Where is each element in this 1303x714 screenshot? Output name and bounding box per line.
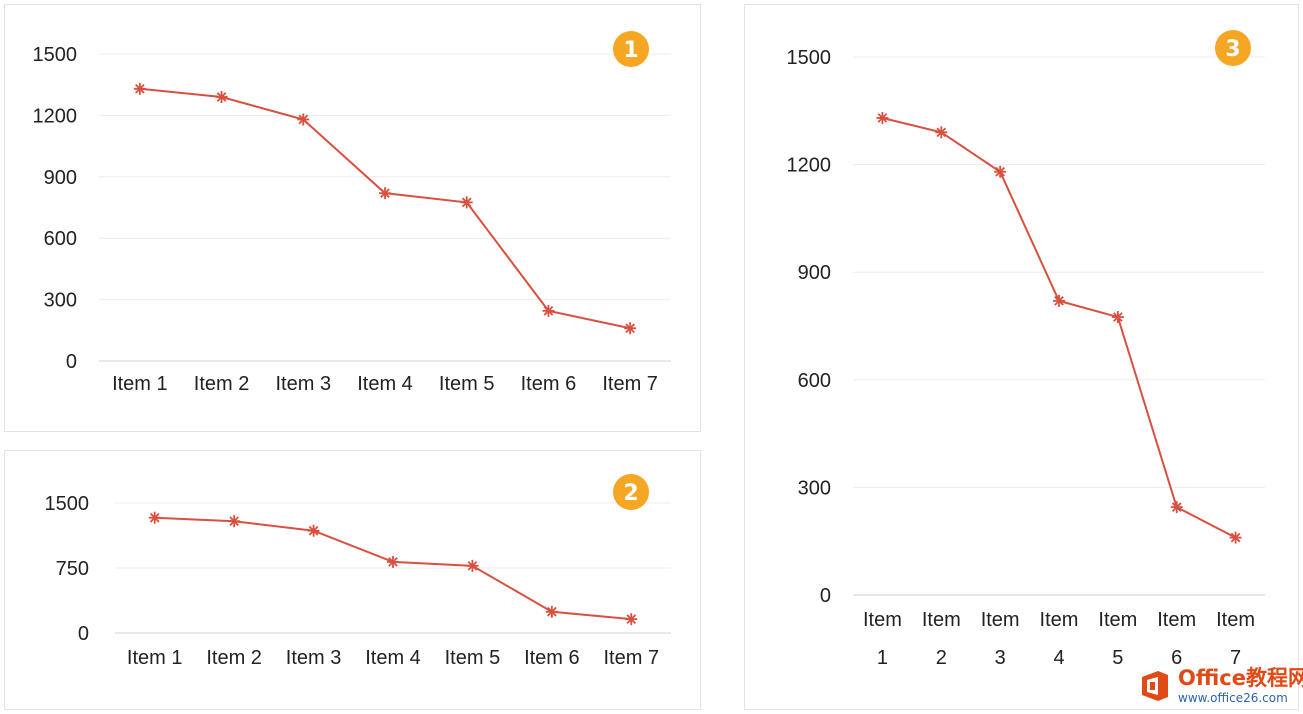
y-tick-label: 1500 xyxy=(45,493,90,515)
x-tick-label: Item 3 xyxy=(981,609,1020,669)
y-tick-label: 0 xyxy=(78,623,89,645)
chart-panel-1: 0 300 600 900 1200 1500 Item 1 Item 2 Item 3 Item… xyxy=(4,4,701,432)
data-point xyxy=(1229,531,1242,544)
x-tick-label: Item 4 xyxy=(1040,609,1079,669)
data-point xyxy=(466,559,479,572)
chart-panel-3: 0 300 600 900 1200 1500 Item 1 Item 2 Item 3 Item 4 It… xyxy=(744,4,1299,710)
x-tick-label: Item 1 xyxy=(112,373,168,395)
x-tick-label: Item 2 xyxy=(194,373,250,395)
data-point xyxy=(1053,294,1065,307)
data-point xyxy=(379,187,391,200)
x-tick-label: Item 5 xyxy=(439,373,495,395)
data-point xyxy=(1170,501,1183,514)
x-tick-label: Item 7 xyxy=(603,647,659,669)
svg-text:2: 2 xyxy=(623,481,638,506)
y-tick-label: 1200 xyxy=(33,105,78,127)
data-point xyxy=(387,555,399,568)
data-point xyxy=(935,126,948,139)
y-tick-label: 750 xyxy=(56,558,89,580)
watermark-url: www.office26.com xyxy=(1178,691,1288,705)
office-logo-icon xyxy=(1138,669,1172,703)
chart-panel-2: 0 750 1500 Item 1 Item 2 Item 3 Item 4 Item 5 It… xyxy=(4,450,701,710)
y-tick-label: 600 xyxy=(798,370,831,392)
data-point xyxy=(228,515,241,528)
data-point xyxy=(307,524,320,537)
y-tick-label: 900 xyxy=(798,262,831,284)
data-point xyxy=(545,605,558,618)
y-tick-label: 600 xyxy=(44,228,77,250)
data-point xyxy=(624,322,637,335)
x-tick-label: Item 2 xyxy=(922,609,961,669)
series-line xyxy=(139,87,631,330)
data-point xyxy=(542,304,555,317)
x-tick-label: Item 7 xyxy=(602,373,658,395)
x-tick-label: Item 3 xyxy=(286,647,342,669)
x-tick-label: Item 2 xyxy=(206,647,262,669)
x-tick-label: Item 5 xyxy=(445,647,501,669)
x-tick-label: Item 6 xyxy=(1157,609,1196,669)
svg-text:3: 3 xyxy=(1225,37,1240,62)
data-point xyxy=(460,196,473,209)
data-point xyxy=(133,82,146,95)
y-tick-label: 1500 xyxy=(33,44,78,66)
data-point xyxy=(625,613,638,626)
data-point xyxy=(148,511,161,524)
line-chart-2: 0 750 1500 Item 1 Item 2 Item 3 Item 4 Item 5 It… xyxy=(45,474,671,669)
data-point xyxy=(876,111,889,124)
line-chart-1: 0 300 600 900 1200 1500 Item 1 Item 2 Item 3 Item… xyxy=(33,31,671,395)
series-line xyxy=(882,117,1237,539)
chart-number-badge: 2 xyxy=(613,474,649,510)
y-tick-label: 0 xyxy=(66,351,77,373)
y-tick-label: 1200 xyxy=(787,155,832,177)
x-tick-label: Item 1 xyxy=(127,647,183,669)
chart-number-badge: 1 xyxy=(613,31,649,67)
data-point xyxy=(994,165,1007,178)
chart-number-badge: 3 xyxy=(1215,30,1251,66)
x-tick-label: Item 6 xyxy=(521,373,577,395)
y-tick-label: 300 xyxy=(798,477,831,499)
line-chart-3: 0 300 600 900 1200 1500 Item 1 Item 2 Item 3 Item 4 It… xyxy=(787,30,1265,669)
watermark-title: Office教程网 xyxy=(1178,666,1303,690)
x-tick-label: Item 5 xyxy=(1098,609,1137,669)
x-tick-label: Item 6 xyxy=(524,647,580,669)
data-point xyxy=(215,90,228,103)
data-point xyxy=(297,113,310,126)
svg-text:1: 1 xyxy=(623,38,638,63)
y-tick-label: 1500 xyxy=(787,47,832,69)
x-tick-label: Item 3 xyxy=(275,373,331,395)
data-point xyxy=(1111,311,1124,324)
watermark: Office教程网 www.office26.com xyxy=(1138,664,1303,708)
y-tick-label: 900 xyxy=(44,167,77,189)
x-tick-label: Item 1 xyxy=(863,609,902,669)
y-tick-label: 0 xyxy=(820,585,831,607)
y-tick-label: 300 xyxy=(44,290,77,312)
x-tick-label: Item 7 xyxy=(1216,609,1255,669)
x-tick-label: Item 4 xyxy=(357,373,413,395)
x-tick-label: Item 4 xyxy=(365,647,421,669)
